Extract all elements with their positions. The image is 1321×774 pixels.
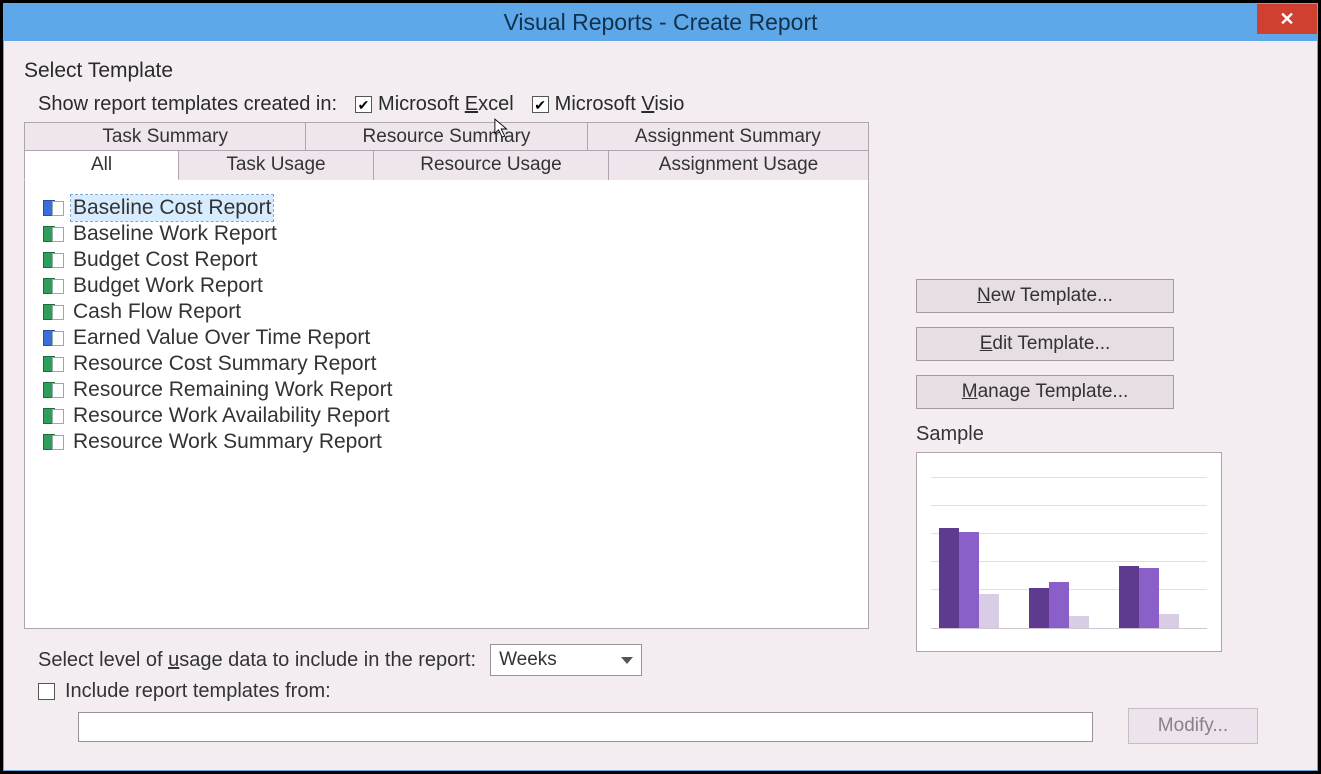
visio-checkbox-wrap[interactable]: ✔ Microsoft Visio	[532, 93, 685, 116]
include-from-label: Include report templates from:	[65, 680, 331, 703]
modify-button[interactable]: Modify...	[1128, 708, 1258, 744]
tabrow-bottom: AllTask UsageResource UsageAssignment Us…	[24, 150, 869, 180]
visio-file-icon	[43, 200, 63, 216]
template-item[interactable]: Baseline Work Report	[43, 221, 856, 247]
tab-resource-usage[interactable]: Resource Usage	[374, 150, 609, 180]
created-in-row: Show report templates created in: ✔ Micr…	[38, 93, 1285, 116]
template-list[interactable]: Baseline Cost ReportBaseline Work Report…	[24, 179, 869, 629]
excel-file-icon	[43, 278, 63, 294]
template-item-label: Resource Remaining Work Report	[71, 377, 394, 403]
chart-bar	[1029, 588, 1049, 628]
chart-bar	[939, 528, 959, 628]
template-item[interactable]: Budget Work Report	[43, 273, 856, 299]
chart-bar	[1069, 616, 1089, 628]
edit-template-button[interactable]: Edit Template...	[916, 327, 1174, 361]
include-from-checkbox[interactable]: ✔	[38, 683, 55, 700]
select-template-label: Select Template	[24, 59, 1285, 83]
sample-label: Sample	[916, 423, 1174, 446]
side-buttons: New Template... Edit Template... Manage …	[916, 279, 1174, 652]
visio-file-icon	[43, 330, 63, 346]
excel-file-icon	[43, 434, 63, 450]
template-item[interactable]: Earned Value Over Time Report	[43, 325, 856, 351]
template-item-label: Resource Cost Summary Report	[71, 351, 378, 377]
excel-checkbox-label: Microsoft Excel	[378, 93, 514, 116]
template-item-label: Cash Flow Report	[71, 299, 243, 325]
chart-gridline	[931, 477, 1207, 478]
template-item-label: Baseline Work Report	[71, 221, 279, 247]
chart-bar-group	[1029, 582, 1089, 628]
chart-bar	[959, 532, 979, 628]
tabs-area: Task SummaryResource SummaryAssignment S…	[24, 122, 869, 629]
template-item[interactable]: Cash Flow Report	[43, 299, 856, 325]
include-from-row: ✔ Include report templates from:	[38, 680, 1285, 703]
usage-level-label: Select level of usage data to include in…	[38, 649, 476, 672]
chevron-down-icon	[621, 657, 633, 664]
visio-checkbox-label: Microsoft Visio	[555, 93, 685, 116]
excel-file-icon	[43, 382, 63, 398]
template-item-label: Budget Work Report	[71, 273, 265, 299]
new-template-button[interactable]: New Template...	[916, 279, 1174, 313]
visio-checkbox[interactable]: ✔	[532, 96, 549, 113]
chart-bar	[1119, 566, 1139, 628]
close-icon: ✕	[1279, 9, 1294, 30]
chart-bar	[979, 594, 999, 628]
usage-level-select[interactable]: Weeks	[490, 644, 642, 676]
tab-assignment-usage[interactable]: Assignment Usage	[609, 150, 869, 180]
usage-level-value: Weeks	[499, 649, 557, 671]
dialog-window: Visual Reports - Create Report ✕ Select …	[3, 3, 1318, 771]
template-item[interactable]: Resource Cost Summary Report	[43, 351, 856, 377]
template-item-label: Budget Cost Report	[71, 247, 259, 273]
template-item-label: Earned Value Over Time Report	[71, 325, 372, 351]
chart-bar	[1049, 582, 1069, 628]
tabrow-top: Task SummaryResource SummaryAssignment S…	[24, 122, 869, 151]
manage-template-button[interactable]: Manage Template...	[916, 375, 1174, 409]
chart-bars	[931, 488, 1207, 628]
usage-level-row: Select level of usage data to include in…	[38, 644, 1285, 676]
excel-checkbox[interactable]: ✔	[355, 96, 372, 113]
excel-checkbox-wrap[interactable]: ✔ Microsoft Excel	[355, 93, 514, 116]
tab-all[interactable]: All	[24, 150, 179, 180]
chart-baseline	[931, 628, 1207, 629]
excel-file-icon	[43, 408, 63, 424]
template-item[interactable]: Resource Work Summary Report	[43, 429, 856, 455]
close-button[interactable]: ✕	[1257, 4, 1317, 34]
excel-file-icon	[43, 356, 63, 372]
template-item[interactable]: Resource Work Availability Report	[43, 403, 856, 429]
tab-assignment-summary[interactable]: Assignment Summary	[588, 122, 869, 151]
template-item[interactable]: Budget Cost Report	[43, 247, 856, 273]
template-item-label: Baseline Cost Report	[71, 195, 273, 221]
sample-preview	[916, 452, 1222, 652]
chart-bar-group	[1119, 566, 1179, 628]
template-item-label: Resource Work Availability Report	[71, 403, 392, 429]
window-title: Visual Reports - Create Report	[503, 9, 817, 36]
excel-file-icon	[43, 252, 63, 268]
template-item[interactable]: Resource Remaining Work Report	[43, 377, 856, 403]
created-in-label: Show report templates created in:	[38, 93, 337, 116]
template-item-label: Resource Work Summary Report	[71, 429, 384, 455]
chart-bar	[1159, 614, 1179, 628]
tab-task-usage[interactable]: Task Usage	[179, 150, 374, 180]
excel-file-icon	[43, 226, 63, 242]
tab-resource-summary[interactable]: Resource Summary	[306, 122, 587, 151]
dialog-body: Select Template Show report templates cr…	[4, 41, 1317, 629]
include-from-path-row	[78, 712, 1093, 742]
titlebar: Visual Reports - Create Report ✕	[4, 4, 1317, 41]
chart-bar-group	[939, 528, 999, 628]
include-from-path-input[interactable]	[78, 712, 1093, 742]
tab-task-summary[interactable]: Task Summary	[24, 122, 306, 151]
excel-file-icon	[43, 304, 63, 320]
template-item[interactable]: Baseline Cost Report	[43, 195, 856, 221]
chart-bar	[1139, 568, 1159, 628]
